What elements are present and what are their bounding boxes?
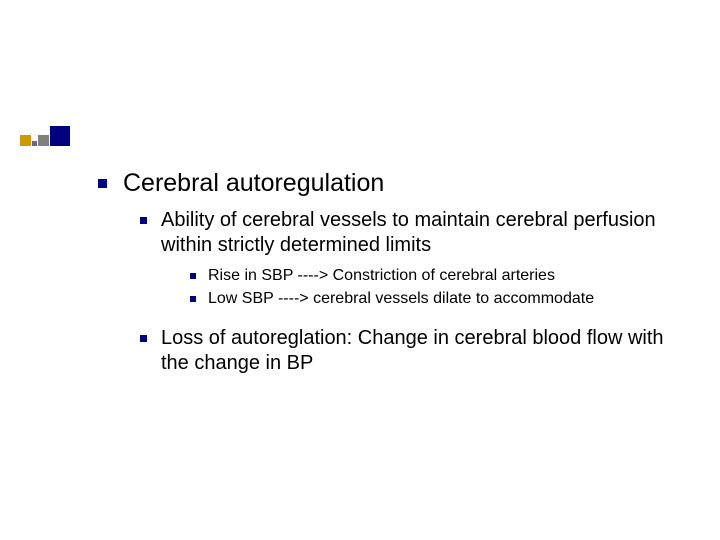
bullet-icon (140, 335, 147, 342)
list-item: Rise in SBP ----> Constriction of cerebr… (190, 266, 680, 287)
list-item: Low SBP ----> cerebral vessels dilate to… (190, 289, 680, 310)
lvl2-text: Ability of cerebral vessels to maintain … (161, 208, 680, 258)
bullet-icon (190, 296, 196, 302)
lvl3-text: Rise in SBP ----> Constriction of cerebr… (208, 266, 555, 287)
content-area: Cerebral autoregulation Ability of cereb… (98, 168, 680, 384)
slide-container: Cerebral autoregulation Ability of cereb… (0, 0, 720, 540)
deco-square-4 (50, 126, 70, 146)
deco-square-2 (32, 141, 37, 146)
lvl2-text: Loss of autoreglation: Change in cerebra… (161, 326, 680, 376)
bullet-icon (140, 217, 147, 224)
bullet-icon (98, 179, 107, 188)
bullet-icon (190, 273, 196, 279)
spacer (98, 312, 680, 326)
corner-decoration (20, 126, 70, 146)
lvl1-text: Cerebral autoregulation (123, 168, 384, 198)
deco-square-1 (20, 135, 31, 146)
deco-square-3 (38, 135, 49, 146)
lvl3-text: Low SBP ----> cerebral vessels dilate to… (208, 289, 594, 310)
list-item: Ability of cerebral vessels to maintain … (140, 208, 680, 258)
list-item: Cerebral autoregulation (98, 168, 680, 198)
list-item: Loss of autoreglation: Change in cerebra… (140, 326, 680, 376)
